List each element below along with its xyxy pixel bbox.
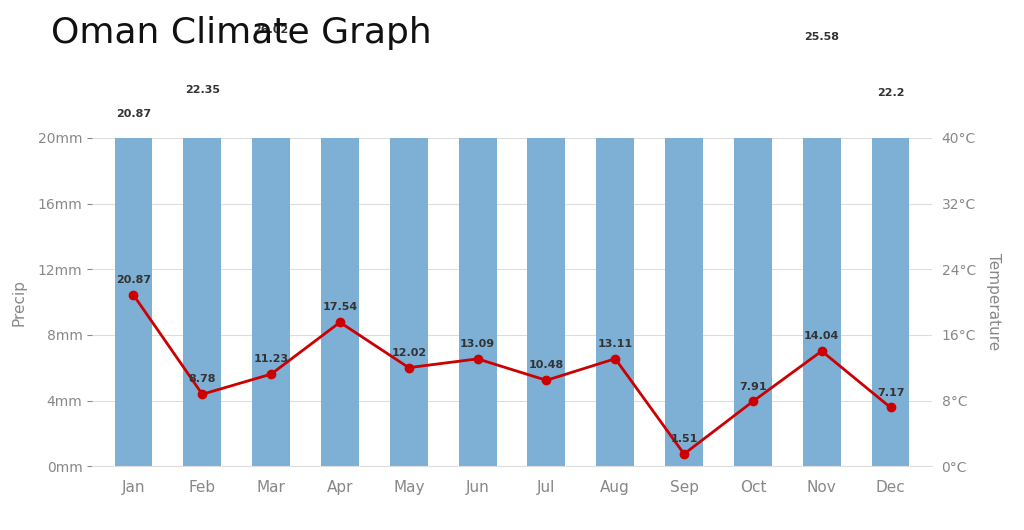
Text: 1.51: 1.51	[671, 434, 697, 444]
Y-axis label: Temperature: Temperature	[986, 253, 1001, 351]
Text: 7.17: 7.17	[877, 387, 904, 398]
Text: 10.48: 10.48	[528, 360, 564, 370]
Bar	[252, 39, 290, 466]
Bar	[871, 102, 909, 466]
Bar	[183, 99, 221, 466]
Bar	[734, 0, 772, 466]
Text: 22.35: 22.35	[184, 85, 220, 95]
Text: 17.54: 17.54	[323, 303, 357, 313]
Bar	[321, 0, 358, 466]
Text: 7.91: 7.91	[739, 382, 767, 392]
Text: 22.2: 22.2	[877, 87, 904, 98]
Bar	[666, 0, 703, 466]
Bar	[803, 46, 841, 466]
Text: Oman Climate Graph: Oman Climate Graph	[51, 16, 432, 50]
Text: 12.02: 12.02	[391, 348, 426, 358]
Bar	[459, 0, 497, 466]
Text: 20.87: 20.87	[116, 109, 151, 119]
Bar	[596, 0, 634, 466]
Text: 26.02: 26.02	[254, 25, 289, 35]
Legend: Temperature, Precip: Temperature, Precip	[396, 527, 628, 530]
Bar	[527, 0, 565, 466]
Bar	[115, 123, 153, 466]
Text: 25.58: 25.58	[804, 32, 840, 42]
Text: 13.11: 13.11	[598, 339, 633, 349]
Text: 14.04: 14.04	[804, 331, 840, 341]
Y-axis label: Precip: Precip	[11, 279, 27, 325]
Text: 11.23: 11.23	[254, 354, 289, 364]
Text: 20.87: 20.87	[116, 275, 151, 285]
Text: 13.09: 13.09	[460, 339, 496, 349]
Bar	[390, 0, 428, 466]
Text: 8.78: 8.78	[188, 374, 216, 384]
